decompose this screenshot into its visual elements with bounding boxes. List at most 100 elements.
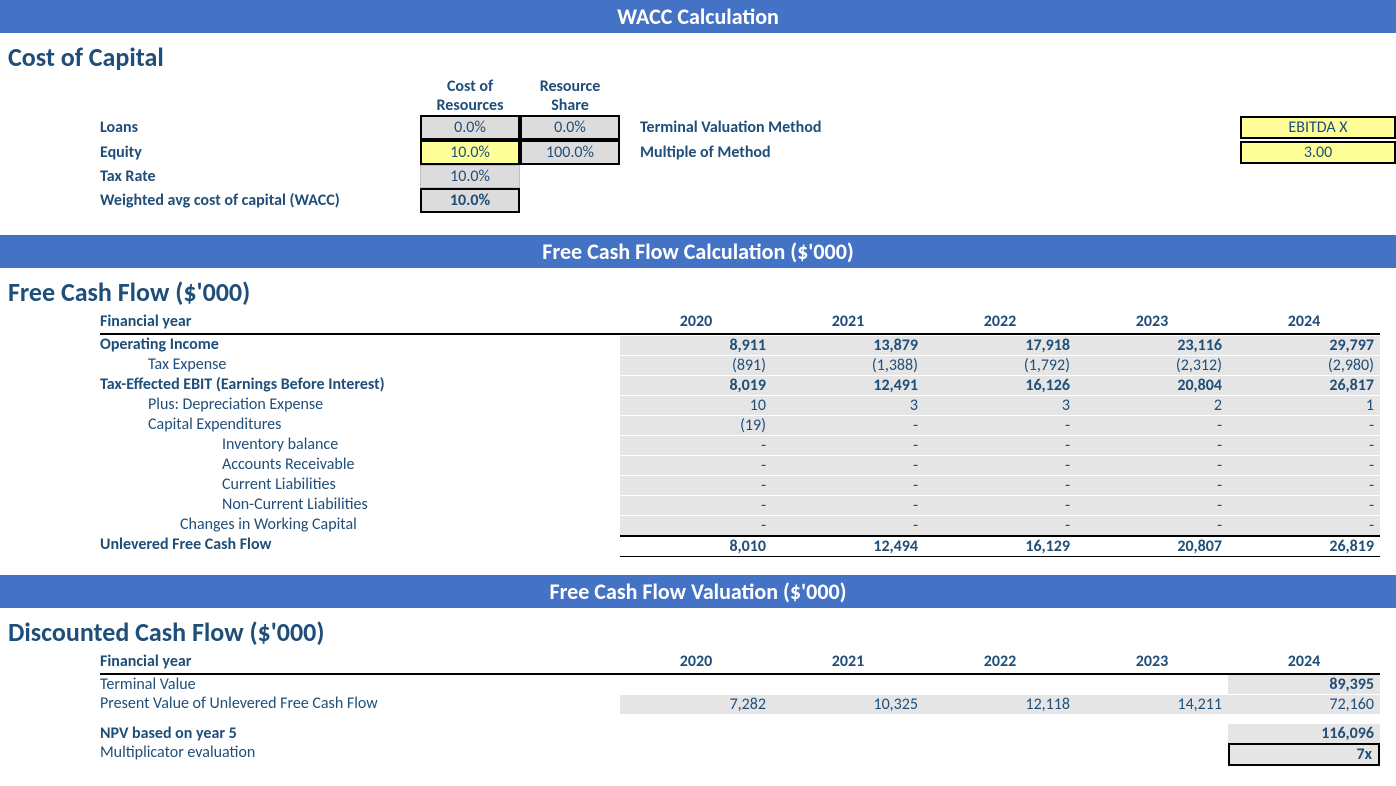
- fcf-r8-label: Current Liabilities: [100, 475, 620, 495]
- fcf-r9-label: Non-Current Liabilities: [100, 495, 620, 515]
- fcf-r8-c2: -: [924, 475, 1076, 495]
- dcf-pv-2020: 7,282: [620, 694, 772, 714]
- fcf-r2-c2: (1,792): [924, 355, 1076, 375]
- tax-rate-value[interactable]: 10.0%: [420, 165, 520, 188]
- fcf-r2-c3: (2,312): [1076, 355, 1228, 375]
- label-wacc: Weighted avg cost of capital (WACC): [100, 191, 420, 210]
- fcf-r6-c0: -: [620, 435, 772, 455]
- hdr-cost-of-resources: Cost of Resources: [420, 77, 520, 115]
- fcf-r3-c0: 8,019: [620, 375, 772, 395]
- fcf-yr-2024: 2024: [1228, 312, 1380, 335]
- fcf-r5-label: Capital Expenditures: [100, 415, 620, 435]
- fcf-r7-c1: -: [772, 455, 924, 475]
- multiple-of-method-value[interactable]: 3.00: [1240, 141, 1396, 164]
- dcf-pv-2024: 72,160: [1228, 694, 1380, 714]
- fcf-r4-c3: 2: [1076, 395, 1228, 415]
- cost-header-row: Cost of Resources Resource Share: [0, 77, 1396, 115]
- dcf-pv-2022: 12,118: [924, 694, 1076, 714]
- fcf-r10-c2: -: [924, 515, 1076, 535]
- fcf-year-label: Financial year: [100, 312, 620, 335]
- loans-cost[interactable]: 0.0%: [420, 115, 520, 140]
- dcf-yr-2024: 2024: [1228, 652, 1380, 675]
- dcf-year-label: Financial year: [100, 652, 620, 675]
- fcf-r5-c2: -: [924, 415, 1076, 435]
- terminal-method-value[interactable]: EBITDA X: [1240, 116, 1396, 139]
- label-tax-rate: Tax Rate: [100, 167, 420, 186]
- fcf-r5-c4: -: [1228, 415, 1380, 435]
- row-tax: Tax Rate 10.0%: [0, 165, 1396, 188]
- fcf-r8-c4: -: [1228, 475, 1380, 495]
- fcf-r4-c2: 3: [924, 395, 1076, 415]
- row-loans: Loans 0.0% 0.0% Terminal Valuation Metho…: [0, 115, 1396, 140]
- fcf-r1-c0: 8,911: [620, 335, 772, 355]
- dcf-tv-2023: [1076, 675, 1228, 694]
- fcf-r10-label: Changes in Working Capital: [100, 515, 620, 535]
- dcf-tv-2021: [772, 675, 924, 694]
- section-cost-of-capital: Cost of Capital: [0, 33, 1396, 77]
- fcf-r7-label: Accounts Receivable: [100, 455, 620, 475]
- dcf-pv-label: Present Value of Unlevered Free Cash Flo…: [100, 694, 620, 714]
- fcf-r7-c2: -: [924, 455, 1076, 475]
- fcf-r8-c1: -: [772, 475, 924, 495]
- section-fcf: Free Cash Flow ($'000): [0, 268, 1396, 312]
- fcf-r6-label: Inventory balance: [100, 435, 620, 455]
- fcf-r11-label: Unlevered Free Cash Flow: [100, 535, 620, 557]
- dcf-mult-value: 7x: [1228, 743, 1380, 766]
- fcf-r5-c0: (19): [620, 415, 772, 435]
- fcf-r4-label: Plus: Depreciation Expense: [100, 395, 620, 415]
- loans-share[interactable]: 0.0%: [520, 115, 620, 140]
- row-equity: Equity 10.0% 100.0% Multiple of Method 3…: [0, 140, 1396, 165]
- hdr-resource-share: Resource Share: [520, 77, 620, 115]
- fcf-r5-c1: -: [772, 415, 924, 435]
- dcf-tv-2022: [924, 675, 1076, 694]
- equity-cost[interactable]: 10.0%: [420, 140, 520, 165]
- fcf-r3-c3: 20,804: [1076, 375, 1228, 395]
- fcf-yr-2020: 2020: [620, 312, 772, 335]
- fcf-r11-c0: 8,010: [620, 535, 772, 557]
- dcf-tv-2020: [620, 675, 772, 694]
- dcf-yr-2022: 2022: [924, 652, 1076, 675]
- fcf-r4-c1: 3: [772, 395, 924, 415]
- wacc-value[interactable]: 10.0%: [420, 188, 520, 213]
- fcf-r1-c1: 13,879: [772, 335, 924, 355]
- banner-wacc: WACC Calculation: [0, 0, 1396, 33]
- fcf-yr-2023: 2023: [1076, 312, 1228, 335]
- dcf-yr-2021: 2021: [772, 652, 924, 675]
- fcf-r6-c1: -: [772, 435, 924, 455]
- dcf-terminal-value-label: Terminal Value: [100, 675, 620, 694]
- label-multiple-of-method: Multiple of Method: [640, 143, 1240, 162]
- fcf-r6-c3: -: [1076, 435, 1228, 455]
- fcf-r3-label: Tax-Effected EBIT (Earnings Before Inter…: [100, 375, 620, 395]
- fcf-r5-c3: -: [1076, 415, 1228, 435]
- fcf-yr-2021: 2021: [772, 312, 924, 335]
- fcf-r10-c1: -: [772, 515, 924, 535]
- label-equity: Equity: [100, 143, 420, 162]
- fcf-r6-c2: -: [924, 435, 1076, 455]
- fcf-r10-c3: -: [1076, 515, 1228, 535]
- equity-share[interactable]: 100.0%: [520, 140, 620, 165]
- fcf-r6-c4: -: [1228, 435, 1380, 455]
- dcf-yr-2020: 2020: [620, 652, 772, 675]
- fcf-r9-c1: -: [772, 495, 924, 515]
- fcf-r11-c4: 26,819: [1228, 535, 1380, 557]
- fcf-r1-c4: 29,797: [1228, 335, 1380, 355]
- banner-fcf-calc: Free Cash Flow Calculation ($'000): [0, 235, 1396, 268]
- fcf-r4-c4: 1: [1228, 395, 1380, 415]
- fcf-r2-c0: (891): [620, 355, 772, 375]
- fcf-r1-c3: 23,116: [1076, 335, 1228, 355]
- fcf-r7-c4: -: [1228, 455, 1380, 475]
- fcf-r9-c0: -: [620, 495, 772, 515]
- dcf-npv-value: 116,096: [1228, 724, 1380, 743]
- label-terminal-method: Terminal Valuation Method: [640, 118, 1240, 137]
- fcf-r1-c2: 17,918: [924, 335, 1076, 355]
- fcf-r9-c2: -: [924, 495, 1076, 515]
- fcf-r11-c3: 20,807: [1076, 535, 1228, 557]
- row-wacc: Weighted avg cost of capital (WACC) 10.0…: [0, 188, 1396, 213]
- fcf-r9-c4: -: [1228, 495, 1380, 515]
- fcf-r10-c0: -: [620, 515, 772, 535]
- fcf-r7-c3: -: [1076, 455, 1228, 475]
- fcf-yr-2022: 2022: [924, 312, 1076, 335]
- banner-fcf-val: Free Cash Flow Valuation ($'000): [0, 575, 1396, 608]
- fcf-r2-c1: (1,388): [772, 355, 924, 375]
- fcf-table: Financial year 2020 2021 2022 2023 2024 …: [0, 312, 1396, 557]
